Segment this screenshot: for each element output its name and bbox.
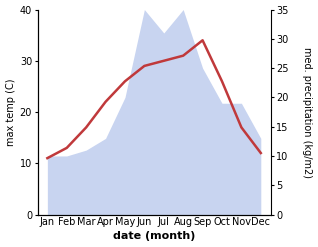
Y-axis label: max temp (C): max temp (C) [5, 78, 16, 146]
Y-axis label: med. precipitation (kg/m2): med. precipitation (kg/m2) [302, 46, 313, 178]
X-axis label: date (month): date (month) [113, 231, 195, 242]
